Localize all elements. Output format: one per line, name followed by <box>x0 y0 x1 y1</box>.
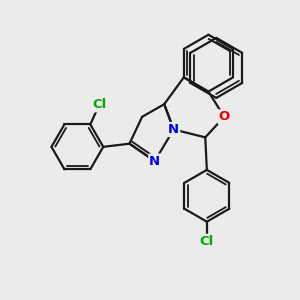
Text: N: N <box>149 154 160 168</box>
Text: O: O <box>219 110 230 123</box>
Text: Cl: Cl <box>200 235 214 248</box>
Text: N: N <box>168 123 179 136</box>
Text: Cl: Cl <box>92 98 106 111</box>
